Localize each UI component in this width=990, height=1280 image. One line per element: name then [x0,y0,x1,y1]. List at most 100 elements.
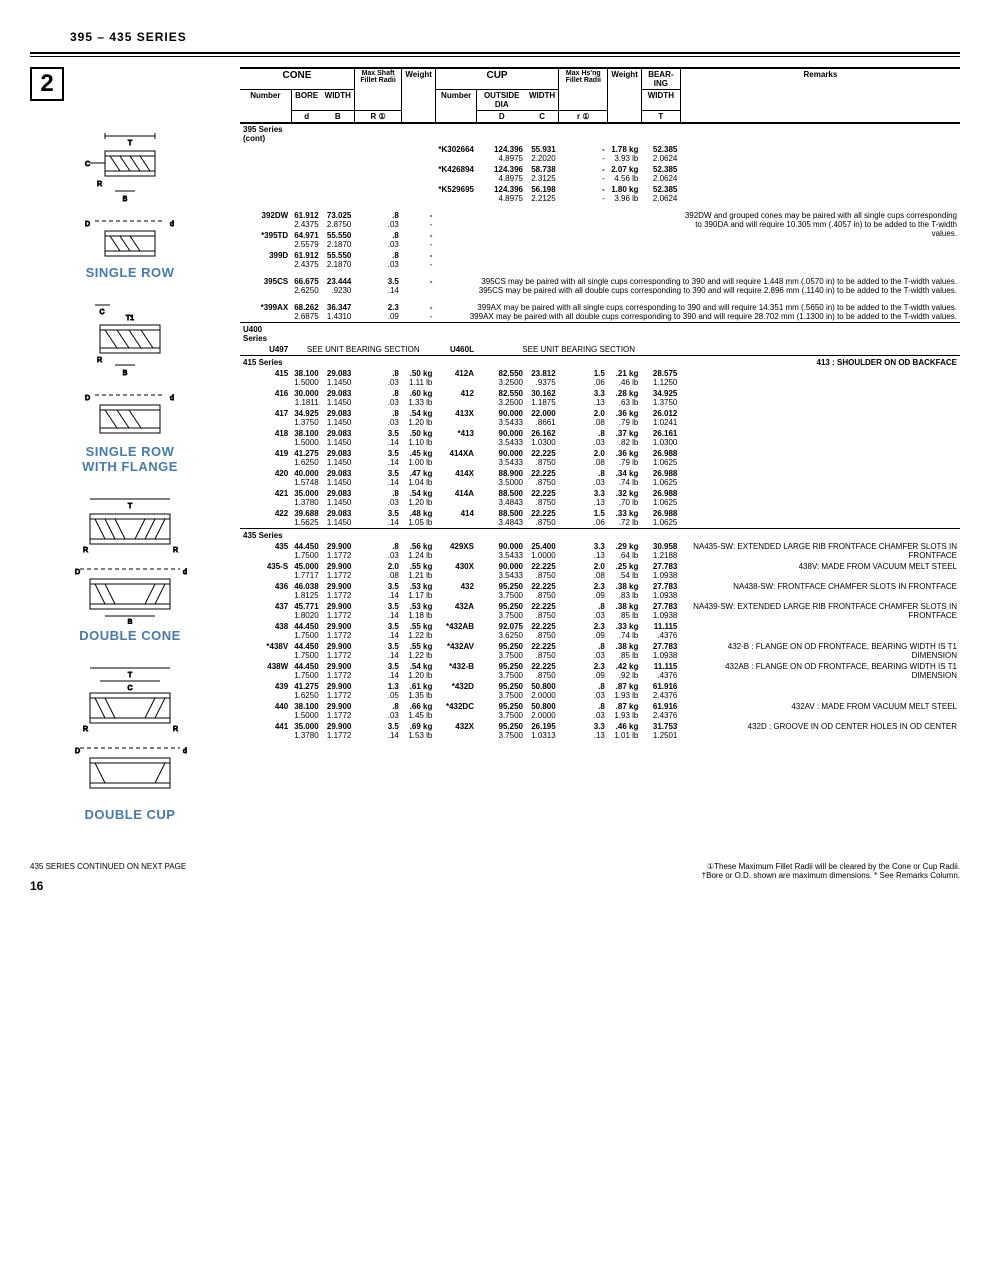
cell: 26.1611.0300 [641,428,680,448]
cell: .50 kg1.11 lb [402,368,436,388]
svg-text:d: d [170,221,174,228]
hdr-weight: Weight [402,68,436,123]
hdr-T: T [641,111,680,124]
diagram-double-cup: T C RR Dd DOUBLE CUP [30,663,230,822]
cell: .8.03 [354,230,401,250]
cell: .38 kg.85 lb [608,601,642,621]
cell: .55 kg1.22 lb [402,641,436,661]
remark: 392DW and grouped cones may be paired wi… [680,210,960,270]
remark: 432AB : FLANGE ON OD FRONTFACE, BEARING … [680,661,960,681]
cell: 414X [435,468,477,488]
svg-text:T: T [128,140,133,147]
svg-text:R: R [173,547,178,554]
cell: 26.0121.0241 [641,408,680,428]
remark: NA435-SW: EXTENDED LARGE RIB FRONTFACE C… [680,541,960,561]
cell: 88.5003.4843 [477,508,526,529]
cell: 61.9122.4375 [291,210,321,230]
cell: 22.225.8750 [526,621,559,641]
cell: *432AB [435,621,477,641]
cell: 36.3471.4310 [322,302,355,323]
cell: *432D [435,681,477,701]
cell: 395CS [240,276,291,296]
cell: .42 kg.92 lb [608,661,642,681]
cell: .8.03 [559,701,608,721]
cell: 56.1982.2125 [526,184,559,204]
cell: 30.1621.1875 [526,388,559,408]
cell: 28.5751.1250 [641,368,680,388]
cell: .38 kg.83 lb [608,581,642,601]
cell: 2.0.08 [559,408,608,428]
svg-text:T: T [128,672,133,679]
diagram-double-cone: T RR Dd B DOUBLE CONE [30,494,230,643]
cell: 95.2503.7500 [477,641,526,661]
cell: 26.1951.0313 [526,721,559,741]
hdr-number: Number [435,90,477,124]
cell: 29.9001.1772 [322,601,355,621]
cell: 22.225.8750 [526,561,559,581]
series-label: U400 Series [240,323,291,345]
hdr-od: OUTSIDE DIA [477,90,526,111]
cell: 3.3.13 [559,721,608,741]
cell: .87 kg1.93 lb [608,681,642,701]
cell: 416 [240,388,291,408]
hdr-remarks: Remarks [680,68,960,123]
cell: 3.5.14 [354,468,401,488]
cell: 1.5.06 [559,508,608,529]
footer-right: ①These Maximum Fillet Radii will be clea… [702,862,960,893]
cell: 438W [240,661,291,681]
cell: 82.5503.2500 [477,388,526,408]
cell: 95.2503.7500 [477,721,526,741]
cell: 73.0252.8750 [322,210,355,230]
cell: 3.5.14 [354,721,401,741]
cell: 29.9001.1772 [322,721,355,741]
cell: 399D [240,250,291,270]
cell: 417 [240,408,291,428]
cell: 412A [435,368,477,388]
hdr-number: Number [240,90,291,124]
cell: .37 kg.82 lb [608,428,642,448]
hdr-bore: BORE [291,90,321,111]
cell: .8.03 [354,541,401,561]
cell: *395TD [240,230,291,250]
cell: 90.0003.5433 [477,408,526,428]
cell: 23.444.9230 [322,276,355,296]
hdr-bearing: BEAR-ING [641,68,680,90]
cell: *K302664 [435,144,477,164]
cell: 29.0831.1450 [322,508,355,529]
cell: *K426894 [435,164,477,184]
footer-left: 435 SERIES CONTINUED ON NEXT PAGE [30,862,186,871]
cell: 22.225.8750 [526,641,559,661]
hdr-C: C [526,111,559,124]
cell: 29.9001.1772 [322,661,355,681]
cell: 29.0831.1450 [322,468,355,488]
cell: .69 kg1.53 lb [402,721,436,741]
cell: 26.9881.0625 [641,488,680,508]
cell: 3.5.14 [354,581,401,601]
cell: .46 kg1.01 lb [608,721,642,741]
cell: 124.3964.8975 [477,164,526,184]
cell: 3.5.14 [354,428,401,448]
svg-text:d: d [183,748,187,755]
section-number: 2 [30,67,64,101]
cell: 29.0831.1450 [322,388,355,408]
cell: 437 [240,601,291,621]
cell: 414A [435,488,477,508]
cell: 64.9712.5579 [291,230,321,250]
svg-text:T: T [128,503,133,510]
cell: -- [559,184,608,204]
cell: 52.3852.0624 [641,144,680,164]
cell: 414 [435,508,477,529]
cell: .8.03 [354,368,401,388]
bearing-table: CONE Max Shaft Fillet Radii Weight CUP M… [240,67,960,741]
cell: 11.115.4376 [641,621,680,641]
cell: .8.03 [559,641,608,661]
cell: 30.0001.1811 [291,388,321,408]
cell: 90.0003.5433 [477,428,526,448]
cell: 29.0831.1450 [322,488,355,508]
cell: 3.5.14 [354,661,401,681]
remark: 432-B : FLANGE ON OD FRONTFACE, BEARING … [680,641,960,661]
cell: 1.3.05 [354,681,401,701]
cell: 34.9251.3750 [641,388,680,408]
cell: 95.2503.7500 [477,581,526,601]
series-label: 415 Series [240,356,291,369]
